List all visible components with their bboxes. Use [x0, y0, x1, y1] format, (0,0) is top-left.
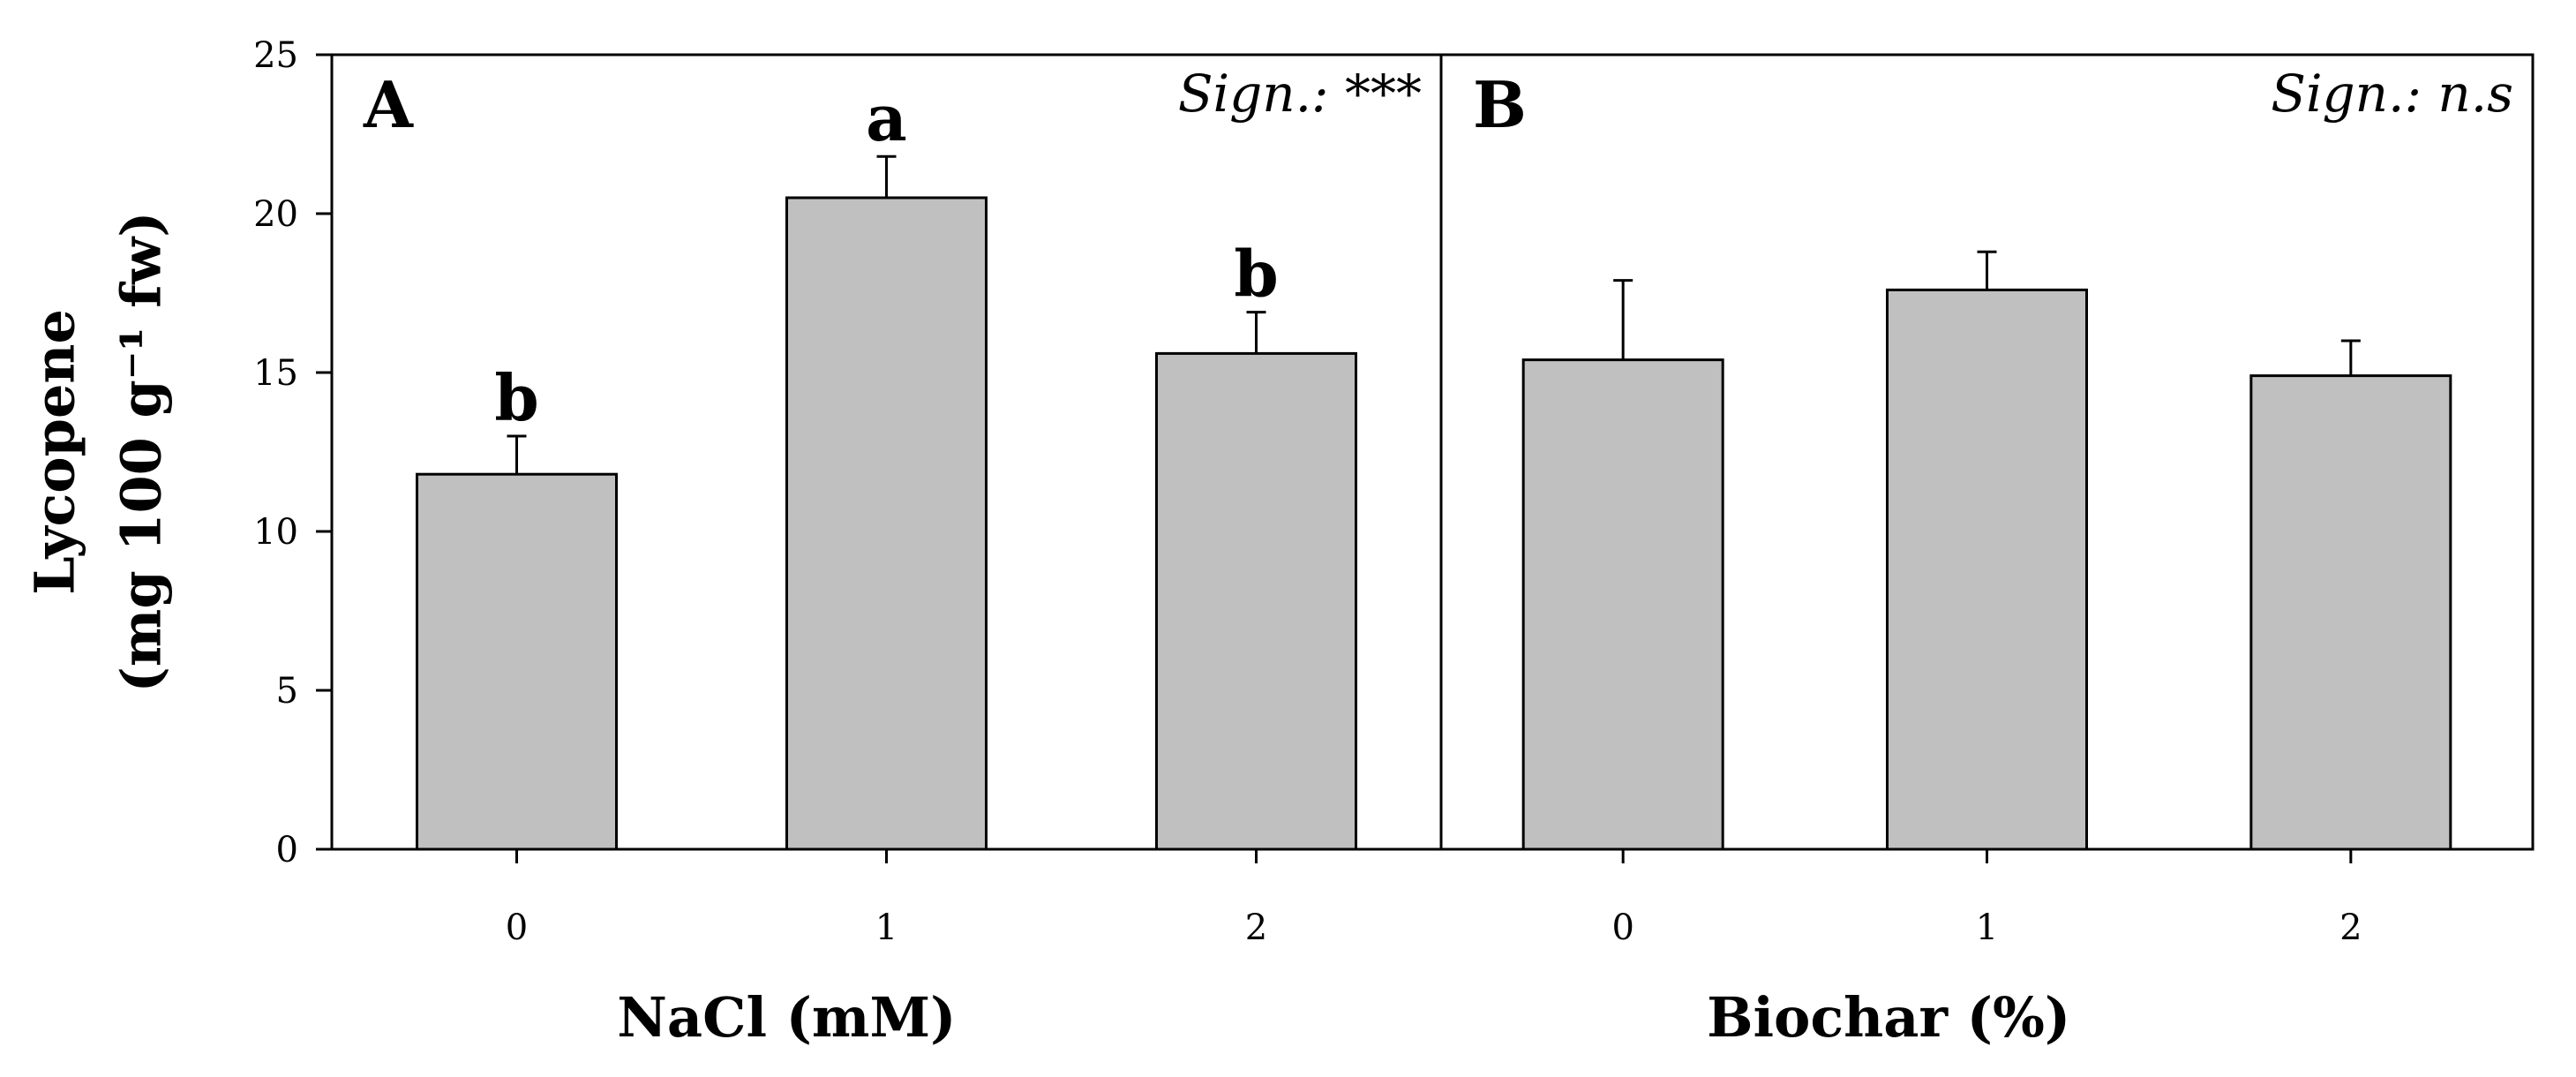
panel-a-bar [1155, 351, 1357, 851]
panel-a-significance: Sign.: *** [1178, 64, 1422, 124]
panel-a-x-axis-title: NaCl (mM) [617, 985, 956, 1050]
y-axis-title-line1: Lycopene [23, 309, 87, 595]
y-axis-title-line2: (mg 100 g⁻¹ fw) [109, 211, 174, 692]
panel-a-x-tick-label: 0 [506, 908, 528, 948]
panel-a-bar [416, 472, 618, 851]
y-tick-label: 10 [253, 512, 298, 553]
panel-b-bar [2249, 374, 2452, 851]
panel-a-significance-letter: b [494, 360, 538, 435]
panel-b-label: B [1473, 67, 1527, 142]
panel-b-x-tick-label: 2 [2339, 908, 2362, 948]
y-tick-label: 15 [253, 353, 298, 394]
panel-a-x-tick-label: 2 [1245, 908, 1267, 948]
panel-a-significance-letter: b [1234, 237, 1278, 312]
panel-a-bar [785, 196, 988, 851]
y-tick-label: 0 [276, 830, 298, 870]
panel-b-significance: Sign.: n.s [2271, 64, 2513, 124]
panel-a-significance-letter: a [866, 80, 907, 155]
y-tick-label: 20 [253, 194, 298, 235]
y-tick-label: 5 [276, 671, 298, 712]
panel-b-x-tick-label: 0 [1611, 908, 1633, 948]
panel-a-label: A [363, 67, 414, 142]
panel-b-bar [1886, 288, 2088, 851]
panel-b-x-tick-label: 1 [1976, 908, 1998, 948]
panel-a-x-tick-label: 1 [875, 908, 897, 948]
y-tick-label: 25 [253, 35, 298, 76]
panel-b-x-axis-title: Biochar (%) [1707, 985, 2070, 1050]
panel-b-bar [1521, 358, 1724, 851]
